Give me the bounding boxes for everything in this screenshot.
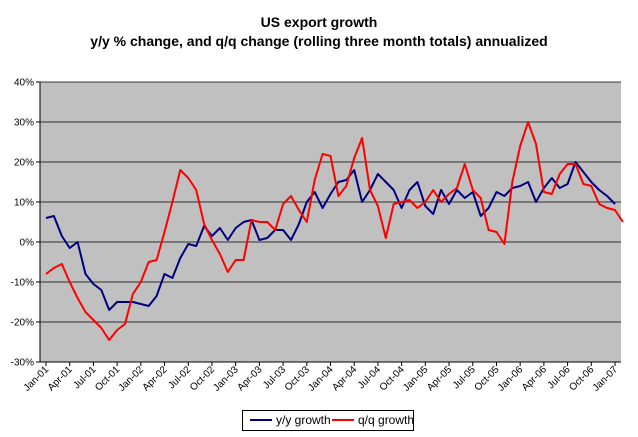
x-tick-label: Jan-02 bbox=[117, 364, 147, 394]
x-tick-label: Jan-04 bbox=[306, 364, 336, 394]
legend-item-qq: q/q growth bbox=[332, 413, 414, 428]
x-tick-label: Jan-05 bbox=[401, 364, 431, 394]
y-tick-label: -20% bbox=[11, 318, 34, 329]
legend-swatch-qq bbox=[332, 418, 354, 421]
x-tick-label: Apr-02 bbox=[141, 364, 170, 393]
gridlines bbox=[40, 81, 621, 323]
series-line-qq-growth bbox=[45, 121, 624, 341]
x-tick-label: Jan-07 bbox=[591, 364, 621, 394]
series-lines bbox=[45, 121, 624, 341]
x-tick-label: Jan-03 bbox=[211, 364, 241, 394]
x-axis-ticks: Jan-01Apr-01Jul-01Oct-01Jan-02Apr-02Jul-… bbox=[22, 362, 621, 394]
legend-item-yy: y/y growth bbox=[250, 413, 331, 428]
y-tick-label: 30% bbox=[14, 118, 34, 129]
y-axis-ticks: -30% -20% -10% 0% 10% 20% 30% 40% bbox=[11, 78, 40, 369]
legend-swatch-yy bbox=[250, 418, 272, 421]
chart-title-line-2: y/y % change, and q/q change (rolling th… bbox=[90, 33, 548, 49]
y-tick-label: -10% bbox=[11, 278, 34, 289]
chart-title-line-1: US export growth bbox=[260, 14, 378, 30]
y-tick-label: 0% bbox=[20, 238, 35, 249]
series-line-yy-growth bbox=[45, 161, 616, 311]
x-tick-label: Apr-04 bbox=[330, 364, 359, 393]
x-tick-label: Apr-03 bbox=[235, 364, 264, 393]
x-tick-label: Apr-05 bbox=[425, 364, 454, 393]
y-tick-label: 40% bbox=[14, 78, 34, 89]
chart-title: US export growth y/y % change, and q/q c… bbox=[0, 13, 638, 51]
y-tick-label: 20% bbox=[14, 158, 34, 169]
plot-area bbox=[40, 82, 621, 362]
x-tick-label: Apr-06 bbox=[520, 364, 549, 393]
x-tick-label: Apr-01 bbox=[46, 364, 75, 393]
y-tick-label: -30% bbox=[11, 358, 34, 369]
legend: y/y growth q/q growth bbox=[242, 410, 414, 431]
legend-label-yy: y/y growth bbox=[276, 413, 331, 427]
x-tick-label: Jan-06 bbox=[496, 364, 526, 394]
legend-label-qq: q/q growth bbox=[358, 413, 415, 427]
y-tick-label: 10% bbox=[14, 198, 34, 209]
